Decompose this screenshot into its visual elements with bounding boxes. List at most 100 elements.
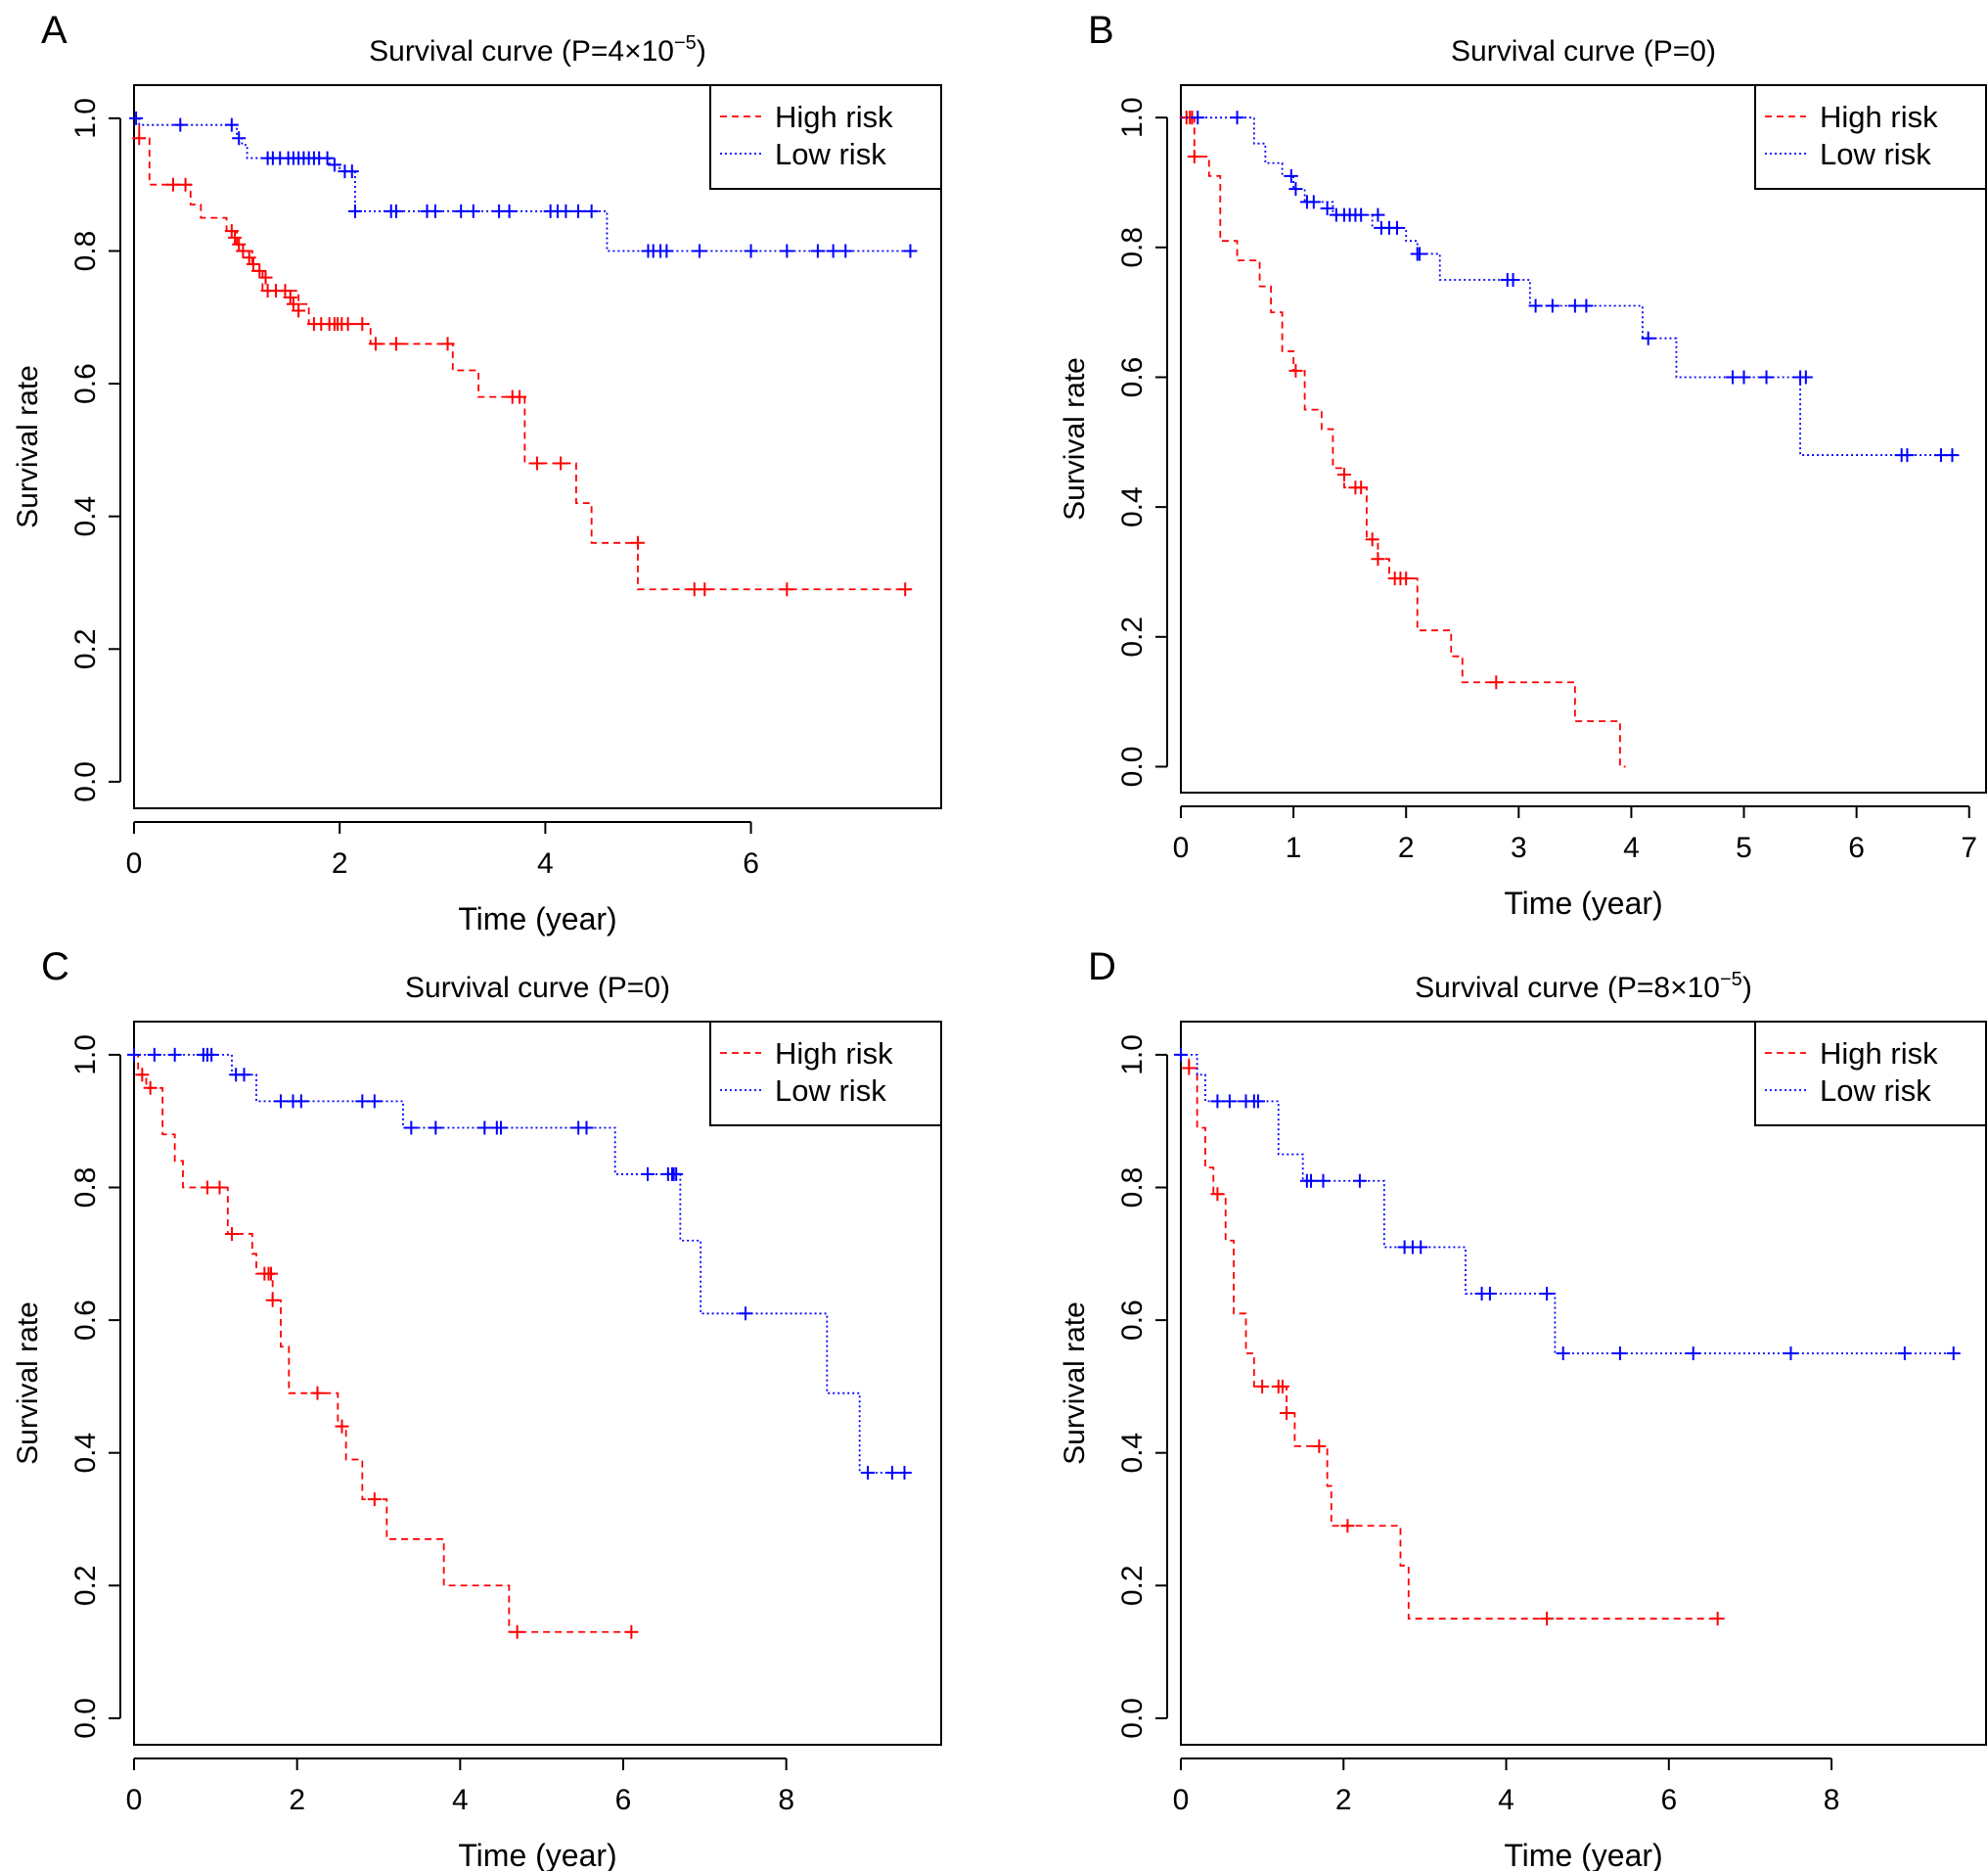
censor-mark-low-risk bbox=[1545, 298, 1559, 313]
y-tick-label: 0.8 bbox=[1116, 1167, 1149, 1209]
censor-mark-low-risk bbox=[1413, 247, 1427, 261]
series-line-high-risk bbox=[1181, 1054, 1718, 1620]
y-tick-label: 0.0 bbox=[69, 761, 102, 802]
censor-mark-high-risk bbox=[1399, 571, 1414, 586]
censor-mark-high-risk bbox=[1340, 1519, 1355, 1533]
x-axis-label: Time (year) bbox=[1504, 886, 1662, 921]
x-tick-label: 8 bbox=[778, 1784, 794, 1816]
censor-mark-high-risk bbox=[780, 582, 794, 597]
censor-mark-low-risk bbox=[579, 1120, 594, 1135]
censor-mark-high-risk bbox=[1371, 552, 1385, 567]
legend-label: Low risk bbox=[1820, 1073, 1931, 1108]
x-tick-label: 8 bbox=[1824, 1784, 1840, 1816]
censor-mark-high-risk bbox=[1210, 1187, 1225, 1202]
censor-mark-low-risk bbox=[780, 244, 794, 258]
legend-label: Low risk bbox=[1820, 137, 1931, 171]
censor-mark-low-risk bbox=[428, 204, 442, 218]
censor-mark-high-risk bbox=[1275, 1379, 1289, 1393]
chart-title-close: ) bbox=[1742, 972, 1752, 1004]
censor-mark-low-risk bbox=[1798, 370, 1813, 385]
censor-mark-high-risk bbox=[1489, 675, 1504, 690]
chart-title-close: ) bbox=[697, 35, 706, 68]
series-line-low-risk bbox=[1181, 1054, 1954, 1354]
x-tick-label: 5 bbox=[1736, 832, 1752, 864]
x-tick-label: 0 bbox=[1173, 832, 1190, 864]
censor-mark-high-risk bbox=[367, 1492, 382, 1507]
censor-mark-high-risk bbox=[258, 270, 273, 285]
censor-mark-low-risk bbox=[1320, 202, 1334, 216]
censor-mark-low-risk bbox=[1540, 1286, 1555, 1301]
censor-mark-high-risk bbox=[283, 290, 297, 304]
plot-frame bbox=[1180, 1021, 1987, 1746]
censor-mark-low-risk bbox=[897, 1466, 912, 1481]
censor-mark-high-risk bbox=[178, 177, 193, 192]
x-tick-label: 2 bbox=[1398, 832, 1415, 864]
chart-title: Survival curve (P=8×10−5) bbox=[1415, 969, 1752, 1004]
y-tick-label: 0.8 bbox=[1116, 227, 1149, 268]
censor-mark-high-risk bbox=[212, 1180, 227, 1195]
chart-title-superscript: −5 bbox=[1720, 969, 1742, 990]
legend-box bbox=[709, 1021, 942, 1126]
legend-label: Low risk bbox=[775, 137, 886, 171]
censor-mark-low-risk bbox=[739, 1306, 752, 1321]
censor-mark-low-risk bbox=[237, 1068, 251, 1082]
y-tick-label: 1.0 bbox=[69, 98, 102, 139]
censor-mark-low-risk bbox=[147, 1047, 161, 1062]
censor-mark-low-risk bbox=[903, 244, 918, 258]
legend-box bbox=[1754, 84, 1987, 190]
censor-mark-low-risk bbox=[1414, 1240, 1428, 1255]
censor-mark-low-risk bbox=[861, 1466, 875, 1481]
y-tick-label: 0.6 bbox=[69, 363, 102, 404]
censor-mark-low-risk bbox=[1250, 1094, 1265, 1109]
censor-mark-low-risk bbox=[429, 1120, 443, 1135]
chart-title-text: Survival curve (P=8×10 bbox=[1415, 972, 1720, 1004]
panel-c: C Survival curve (P=0) 0 2 4 6 8 Time (year) 0.0… bbox=[12, 945, 942, 1871]
y-tick-label: 1.0 bbox=[1116, 1034, 1149, 1075]
y-tick-label: 0.0 bbox=[1116, 1698, 1149, 1739]
censor-mark-low-risk bbox=[1686, 1346, 1700, 1360]
censor-mark-low-risk bbox=[1946, 1346, 1961, 1360]
x-tick-label: 4 bbox=[1498, 1784, 1514, 1816]
censor-mark-high-risk bbox=[630, 535, 645, 550]
x-tick-label: 2 bbox=[332, 847, 348, 880]
censor-mark-low-risk bbox=[1304, 1173, 1319, 1188]
censor-mark-low-risk bbox=[320, 151, 335, 165]
censor-mark-low-risk bbox=[1306, 195, 1321, 209]
censor-mark-low-risk bbox=[1897, 1346, 1912, 1360]
censor-mark-low-risk bbox=[1284, 168, 1298, 183]
censor-mark-low-risk bbox=[641, 1166, 655, 1181]
censor-mark-high-risk bbox=[335, 1419, 349, 1434]
panel-b: B Survival curve (P=0) 0 1 2 3 4 5 6 7 Time (year)… bbox=[1059, 9, 1987, 921]
censor-mark-low-risk bbox=[1945, 448, 1960, 463]
x-tick-label: 6 bbox=[743, 847, 759, 880]
censor-mark-high-risk bbox=[236, 244, 250, 258]
chart-title-superscript: −5 bbox=[674, 32, 697, 54]
censor-mark-low-risk bbox=[1222, 1094, 1237, 1109]
censor-mark-high-risk bbox=[1312, 1438, 1327, 1453]
panel-d: D Survival curve (P=8×10−5) 0 2 4 6 8 Time (yea… bbox=[1059, 945, 1987, 1871]
censor-mark-low-risk bbox=[327, 158, 341, 172]
censor-mark-low-risk bbox=[127, 1047, 141, 1062]
censor-mark-high-risk bbox=[340, 317, 355, 332]
x-tick-label: 6 bbox=[1660, 1784, 1677, 1816]
x-tick-label: 1 bbox=[1286, 832, 1302, 864]
censor-mark-low-risk bbox=[1737, 370, 1751, 385]
censor-mark-low-risk bbox=[388, 204, 403, 218]
censor-mark-low-risk bbox=[1556, 1346, 1570, 1360]
censor-mark-high-risk bbox=[252, 263, 267, 278]
censor-mark-high-risk bbox=[1540, 1612, 1555, 1626]
y-axis-label: Survival rate bbox=[1059, 1301, 1091, 1465]
censor-mark-low-risk bbox=[1784, 1346, 1798, 1360]
y-tick-label: 0.2 bbox=[1116, 616, 1149, 658]
censor-mark-low-risk bbox=[494, 1120, 508, 1135]
y-tick-label: 0.6 bbox=[1116, 357, 1149, 398]
x-tick-label: 7 bbox=[1961, 832, 1977, 864]
censor-mark-high-risk bbox=[310, 1386, 325, 1400]
x-tick-label: 0 bbox=[1173, 1784, 1190, 1816]
censor-mark-low-risk bbox=[1230, 111, 1244, 125]
y-tick-label: 1.0 bbox=[69, 1034, 102, 1075]
y-tick-label: 0.0 bbox=[69, 1698, 102, 1739]
y-tick-label: 0.8 bbox=[69, 231, 102, 272]
censor-mark-low-risk bbox=[1371, 207, 1385, 222]
censor-mark-low-risk bbox=[232, 131, 247, 146]
